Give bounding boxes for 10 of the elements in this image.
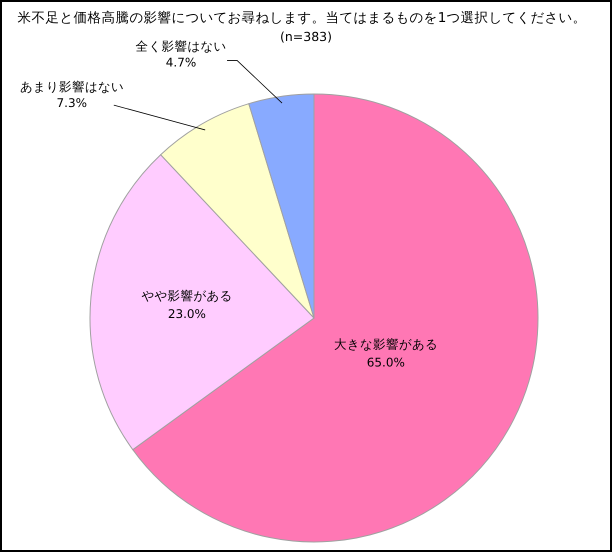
slice-label: 大きな影響がある [334, 336, 438, 352]
data-label: 4.7% [166, 55, 196, 70]
data-label: 7.3% [56, 96, 88, 110]
slice-label: あまり影響はない [20, 79, 124, 94]
chart-title: 米不足と価格高騰の影響についてお尋ねします。当てはまるものを1つ選択してください。 [18, 10, 586, 26]
data-label: 65.0% [366, 356, 405, 370]
slice-label: やや影響がある [141, 288, 232, 303]
data-label: 23.0% [168, 306, 206, 321]
slice-label: 全く影響はない [136, 38, 227, 54]
chart-subtitle: (n=383) [280, 29, 332, 44]
